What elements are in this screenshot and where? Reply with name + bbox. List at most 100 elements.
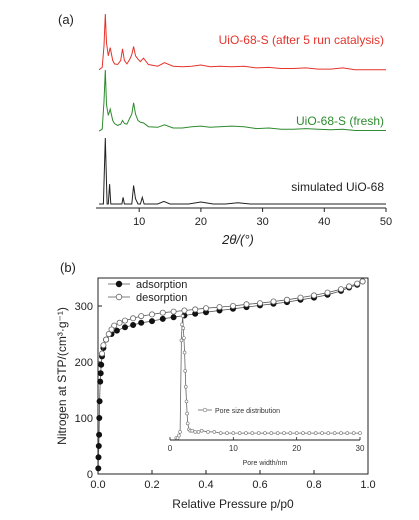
adsorption-point <box>96 414 103 421</box>
pore-size-point <box>313 431 318 435</box>
series-label: UiO-68-S (fresh) <box>296 114 384 128</box>
pore-size-point <box>180 314 185 318</box>
inset-x-tick-label: 20 <box>292 444 301 453</box>
pore-size-point <box>184 384 188 389</box>
panel-b-label: (b) <box>60 260 76 275</box>
adsorption-point <box>97 378 104 385</box>
pore-size-point <box>237 431 242 435</box>
pore-size-point <box>351 431 356 435</box>
desorption-point <box>170 308 177 315</box>
desorption-point <box>216 304 223 311</box>
adsorption-point <box>170 314 177 321</box>
pore-size-point <box>183 369 187 373</box>
desorption-point <box>297 294 304 301</box>
desorption-point <box>159 309 166 316</box>
x-tick-label: 1.0 <box>360 479 375 491</box>
adsorption-point <box>95 454 102 461</box>
adsorption-point <box>95 465 102 472</box>
pore-size-point <box>269 431 274 435</box>
x-tick-label: 0.2 <box>144 479 159 491</box>
panel-a: (a) UiO-68-S (after 5 run catalysis)UiO-… <box>58 12 392 247</box>
pore-size-point <box>244 431 248 435</box>
pore-size-point <box>185 411 189 416</box>
pore-size-point <box>185 421 190 426</box>
pore-size-point <box>180 322 184 327</box>
x-tick-label: 30 <box>256 216 268 228</box>
legend-marker <box>115 280 123 288</box>
desorption-point <box>108 326 115 333</box>
desorption-point <box>310 292 317 299</box>
adsorption-point <box>95 442 102 449</box>
adsorption-point <box>148 318 155 325</box>
legend-label: adsorption <box>136 279 187 291</box>
desorption-point <box>270 298 277 305</box>
panel-b-series-group <box>95 278 366 472</box>
x-tick-label: 0.4 <box>198 479 213 491</box>
pore-size-point <box>190 428 194 433</box>
x-tick-label: 0.6 <box>252 479 267 491</box>
pore-size-point <box>250 431 255 435</box>
panel-a-series-labels: UiO-68-S (after 5 run catalysis) UiO-68-S… <box>219 33 385 194</box>
inset-x-tick-label: 10 <box>229 444 238 453</box>
adsorption-point <box>122 324 129 331</box>
adsorption-point <box>130 321 137 328</box>
adsorption-point <box>113 327 120 334</box>
desorption-point <box>130 315 137 322</box>
pore-size-point <box>206 430 210 434</box>
y-tick-label: 100 <box>75 413 93 425</box>
desorption-point <box>229 302 236 309</box>
x-tick-label: 40 <box>318 216 330 228</box>
x-tick-label: 50 <box>380 216 392 228</box>
inset-chart: 0 10 20 30 Pore width/nm Pore size distribu… <box>168 314 365 467</box>
panel-a-series-group <box>98 13 386 205</box>
desorption-point <box>359 278 366 285</box>
pore-size-point <box>301 431 305 435</box>
series-label: simulated UiO-68 <box>291 180 384 194</box>
inset-x-axis-label: Pore width/nm <box>243 460 288 467</box>
pore-size-point <box>288 431 293 435</box>
pore-size-point <box>263 431 267 435</box>
panel-a-x-axis-label: 2θ/(°) <box>221 232 254 247</box>
pore-size-point <box>345 431 350 435</box>
xrd-pattern-line <box>99 137 386 205</box>
panel-b-plot-frame <box>97 277 369 475</box>
pore-size-point <box>182 350 187 355</box>
pore-size-point <box>332 431 337 435</box>
pore-size-point <box>182 336 186 340</box>
desorption-point <box>243 301 250 308</box>
pore-size-point <box>212 430 217 434</box>
pore-size-point <box>358 431 362 435</box>
inset-series-group <box>174 314 362 440</box>
desorption-point <box>138 313 145 320</box>
desorption-point <box>105 330 112 337</box>
x-tick-label: 0.8 <box>306 479 321 491</box>
desorption-point <box>99 350 106 357</box>
x-tick-label: 20 <box>195 216 207 228</box>
pore-size-point <box>339 431 343 435</box>
pore-size-line <box>176 315 360 439</box>
desorption-point <box>354 280 361 287</box>
panel-b-x-ticks: 0.0 0.2 0.4 0.6 0.8 1.0 <box>90 470 376 491</box>
pore-size-point <box>320 431 324 435</box>
x-tick-label: 10 <box>133 216 145 228</box>
desorption-point <box>256 300 263 307</box>
pore-size-point <box>184 399 189 404</box>
desorption-point <box>116 319 123 326</box>
pore-size-point <box>178 430 182 434</box>
inset-x-tick-label: 30 <box>356 444 365 453</box>
xrd-pattern-line <box>98 69 386 132</box>
x-tick-label: 0.0 <box>90 479 105 491</box>
pore-size-point <box>231 431 236 435</box>
desorption-point <box>324 289 331 296</box>
y-tick-label: 0 <box>87 469 93 481</box>
inset-legend-marker <box>202 407 208 413</box>
adsorption-point <box>97 370 104 377</box>
desorption-point <box>346 283 353 290</box>
inset-legend: Pore size distribution <box>198 407 280 415</box>
legend-label: desorption <box>136 292 187 304</box>
desorption-point <box>337 286 344 293</box>
pore-size-point <box>307 431 312 435</box>
adsorption-point <box>96 398 103 405</box>
